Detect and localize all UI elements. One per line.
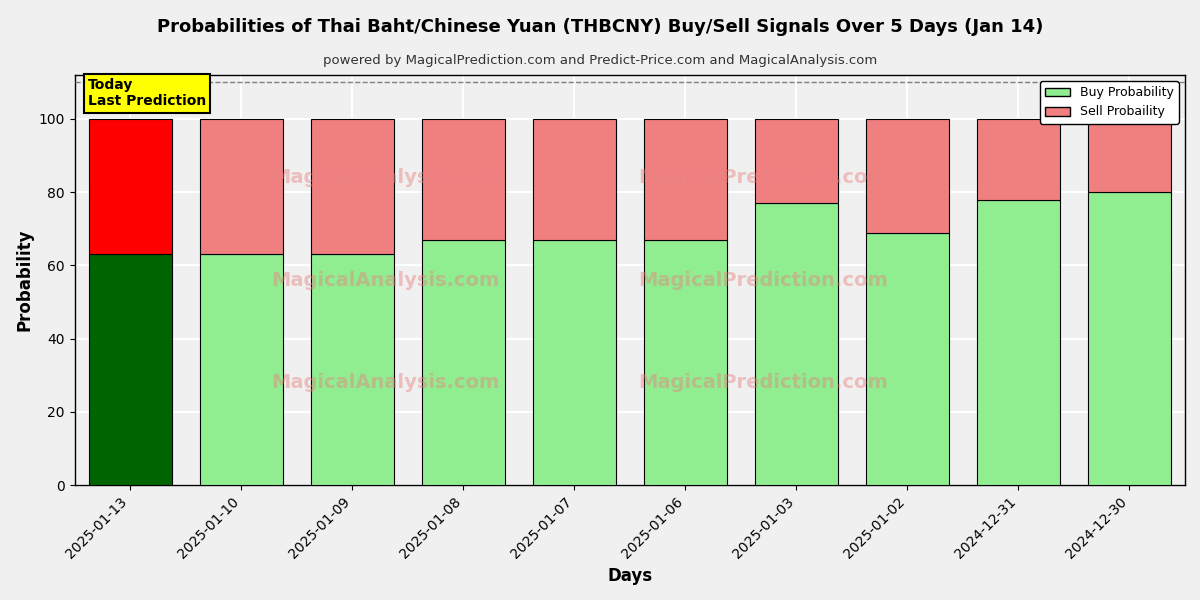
Text: MagicalAnalysis.com: MagicalAnalysis.com xyxy=(271,271,499,290)
Bar xyxy=(755,203,838,485)
Bar xyxy=(199,119,283,254)
Bar xyxy=(533,240,616,485)
Legend: Buy Probability, Sell Probaility: Buy Probability, Sell Probaility xyxy=(1040,81,1178,124)
Bar xyxy=(865,233,949,485)
Text: powered by MagicalPrediction.com and Predict-Price.com and MagicalAnalysis.com: powered by MagicalPrediction.com and Pre… xyxy=(323,54,877,67)
Y-axis label: Probability: Probability xyxy=(16,229,34,331)
Bar xyxy=(421,119,505,240)
Bar xyxy=(643,240,727,485)
Bar xyxy=(199,254,283,485)
Bar xyxy=(89,119,172,254)
X-axis label: Days: Days xyxy=(607,567,653,585)
Bar xyxy=(1088,192,1171,485)
Text: MagicalAnalysis.com: MagicalAnalysis.com xyxy=(271,373,499,392)
Bar xyxy=(421,240,505,485)
Text: MagicalPrediction.com: MagicalPrediction.com xyxy=(638,271,888,290)
Bar xyxy=(977,119,1060,200)
Bar xyxy=(643,119,727,240)
Text: MagicalPrediction.com: MagicalPrediction.com xyxy=(638,373,888,392)
Bar xyxy=(89,254,172,485)
Bar xyxy=(533,119,616,240)
Bar xyxy=(1088,119,1171,192)
Bar xyxy=(311,254,394,485)
Bar xyxy=(755,119,838,203)
Text: MagicalPrediction.com: MagicalPrediction.com xyxy=(638,168,888,187)
Bar xyxy=(865,119,949,233)
Text: Today
Last Prediction: Today Last Prediction xyxy=(88,78,206,109)
Bar xyxy=(311,119,394,254)
Bar xyxy=(977,200,1060,485)
Text: Probabilities of Thai Baht/Chinese Yuan (THBCNY) Buy/Sell Signals Over 5 Days (J: Probabilities of Thai Baht/Chinese Yuan … xyxy=(157,18,1043,36)
Text: MagicalAnalysis.com: MagicalAnalysis.com xyxy=(271,168,499,187)
